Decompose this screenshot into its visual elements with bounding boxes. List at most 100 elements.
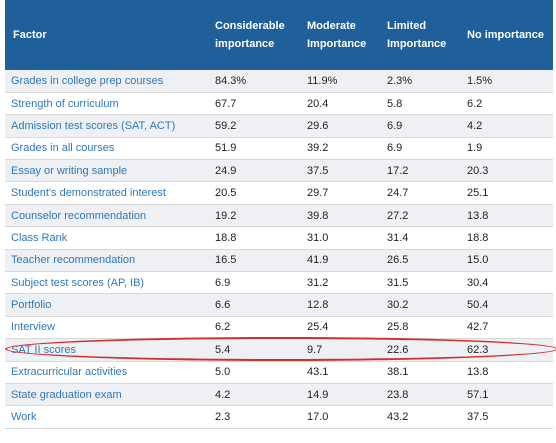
table-header: Factor Considerable importance Moderate … — [5, 0, 553, 70]
cell-no: 50.4 — [461, 293, 553, 317]
table-row: Essay or writing sample 24.9 37.5 17.2 20.3 — [5, 159, 553, 183]
factor-link[interactable]: Teacher recommendation — [5, 249, 209, 273]
cell-no: 6.2 — [461, 92, 553, 116]
table-row: Teacher recommendation 16.5 41.9 26.5 15.0 — [5, 249, 553, 273]
cell-limited: 25.8 — [381, 316, 461, 340]
cell-moderate: 14.9 — [301, 383, 381, 407]
admission-factors-table: Factor Considerable importance Moderate … — [5, 0, 553, 429]
table-body: Grades in college prep courses 84.3% 11.9%… — [5, 70, 553, 429]
cell-limited: 23.8 — [381, 383, 461, 407]
factors-table-container: Factor Considerable importance Moderate … — [5, 0, 556, 443]
header-moderate-importance: Moderate Importance — [301, 0, 381, 70]
cell-limited: 27.2 — [381, 204, 461, 228]
cell-limited: 2.3% — [381, 70, 461, 93]
cell-considerable: 16.5 — [209, 249, 301, 273]
cell-moderate: 12.8 — [301, 293, 381, 317]
cell-moderate: 31.0 — [301, 226, 381, 250]
table-row: Work 2.3 17.0 43.2 37.5 — [5, 405, 553, 429]
header-factor: Factor — [5, 0, 209, 70]
table-row: Extracurricular activities 5.0 43.1 38.1 13.… — [5, 361, 553, 384]
cell-no: 18.8 — [461, 226, 553, 250]
cell-moderate: 41.9 — [301, 249, 381, 273]
cell-no: 57.1 — [461, 383, 553, 407]
factor-link[interactable]: Strength of curriculum — [5, 92, 209, 116]
factor-link[interactable]: Class Rank — [5, 226, 209, 250]
cell-no: 30.4 — [461, 271, 553, 295]
factor-link[interactable]: Interview — [5, 316, 209, 340]
factor-link[interactable]: Work — [5, 405, 209, 429]
cell-moderate: 20.4 — [301, 92, 381, 116]
table-row: Grades in college prep courses 84.3% 11.9%… — [5, 70, 553, 93]
cell-no: 37.5 — [461, 405, 553, 429]
factor-link[interactable]: Portfolio — [5, 293, 209, 317]
cell-considerable: 6.6 — [209, 293, 301, 317]
cell-moderate: 11.9% — [301, 70, 381, 93]
factor-link[interactable]: Grades in all courses — [5, 137, 209, 161]
cell-limited: 6.9 — [381, 114, 461, 138]
cell-moderate: 29.6 — [301, 114, 381, 138]
cell-limited: 26.5 — [381, 249, 461, 273]
cell-considerable: 51.9 — [209, 137, 301, 161]
cell-considerable: 59.2 — [209, 114, 301, 138]
factor-link[interactable]: State graduation exam — [5, 383, 209, 407]
cell-limited: 6.9 — [381, 137, 461, 161]
cell-considerable: 4.2 — [209, 383, 301, 407]
cell-no: 13.8 — [461, 361, 553, 384]
header-considerable-importance: Considerable importance — [209, 0, 301, 70]
cell-no: 62.3 — [461, 338, 553, 362]
table-row: Admission test scores (SAT, ACT) 59.2 29.6… — [5, 114, 553, 138]
table-row: Grades in all courses 51.9 39.2 6.9 1.9 — [5, 137, 553, 161]
cell-considerable: 84.3% — [209, 70, 301, 93]
header-limited-importance: Limited Importance — [381, 0, 461, 70]
cell-limited: 31.4 — [381, 226, 461, 250]
table-row: Interview 6.2 25.4 25.8 42.7 — [5, 316, 553, 340]
cell-no: 4.2 — [461, 114, 553, 138]
header-no-importance: No importance — [461, 0, 553, 70]
cell-no: 25.1 — [461, 181, 553, 205]
cell-no: 15.0 — [461, 249, 553, 273]
factor-link[interactable]: Essay or writing sample — [5, 159, 209, 183]
cell-considerable: 67.7 — [209, 92, 301, 116]
cell-no: 13.8 — [461, 204, 553, 228]
cell-moderate: 31.2 — [301, 271, 381, 295]
cell-limited: 24.7 — [381, 181, 461, 205]
header-row: Factor Considerable importance Moderate … — [5, 0, 553, 70]
cell-limited: 38.1 — [381, 361, 461, 384]
cell-moderate: 37.5 — [301, 159, 381, 183]
factor-link[interactable]: Extracurricular activities — [5, 361, 209, 384]
factor-link[interactable]: Subject test scores (AP, IB) — [5, 271, 209, 295]
table-row: SAT II scores 5.4 9.7 22.6 62.3 — [5, 338, 553, 362]
factor-link[interactable]: Student's demonstrated interest — [5, 181, 209, 205]
cell-moderate: 25.4 — [301, 316, 381, 340]
table-row: State graduation exam 4.2 14.9 23.8 57.1 — [5, 383, 553, 407]
cell-considerable: 2.3 — [209, 405, 301, 429]
cell-moderate: 39.2 — [301, 137, 381, 161]
cell-considerable: 5.0 — [209, 361, 301, 384]
table-row: Class Rank 18.8 31.0 31.4 18.8 — [5, 226, 553, 250]
table-row: Subject test scores (AP, IB) 6.9 31.2 31.5 3… — [5, 271, 553, 295]
cell-moderate: 29.7 — [301, 181, 381, 205]
cell-considerable: 19.2 — [209, 204, 301, 228]
table-row: Portfolio 6.6 12.8 30.2 50.4 — [5, 293, 553, 317]
cell-considerable: 20.5 — [209, 181, 301, 205]
cell-considerable: 18.8 — [209, 226, 301, 250]
cell-moderate: 39.8 — [301, 204, 381, 228]
cell-limited: 31.5 — [381, 271, 461, 295]
factor-link[interactable]: Admission test scores (SAT, ACT) — [5, 114, 209, 138]
table-row: Counselor recommendation 19.2 39.8 27.2 13.8 — [5, 204, 553, 228]
cell-moderate: 43.1 — [301, 361, 381, 384]
factor-link[interactable]: Grades in college prep courses — [5, 70, 209, 93]
cell-considerable: 5.4 — [209, 338, 301, 362]
cell-limited: 5.8 — [381, 92, 461, 116]
cell-moderate: 17.0 — [301, 405, 381, 429]
cell-limited: 30.2 — [381, 293, 461, 317]
cell-no: 1.5% — [461, 70, 553, 93]
cell-no: 20.3 — [461, 159, 553, 183]
cell-limited: 43.2 — [381, 405, 461, 429]
cell-limited: 17.2 — [381, 159, 461, 183]
factor-link[interactable]: SAT II scores — [5, 338, 209, 362]
factor-link[interactable]: Counselor recommendation — [5, 204, 209, 228]
cell-moderate: 9.7 — [301, 338, 381, 362]
table-row: Student's demonstrated interest 20.5 29.7 2… — [5, 181, 553, 205]
cell-no: 1.9 — [461, 137, 553, 161]
